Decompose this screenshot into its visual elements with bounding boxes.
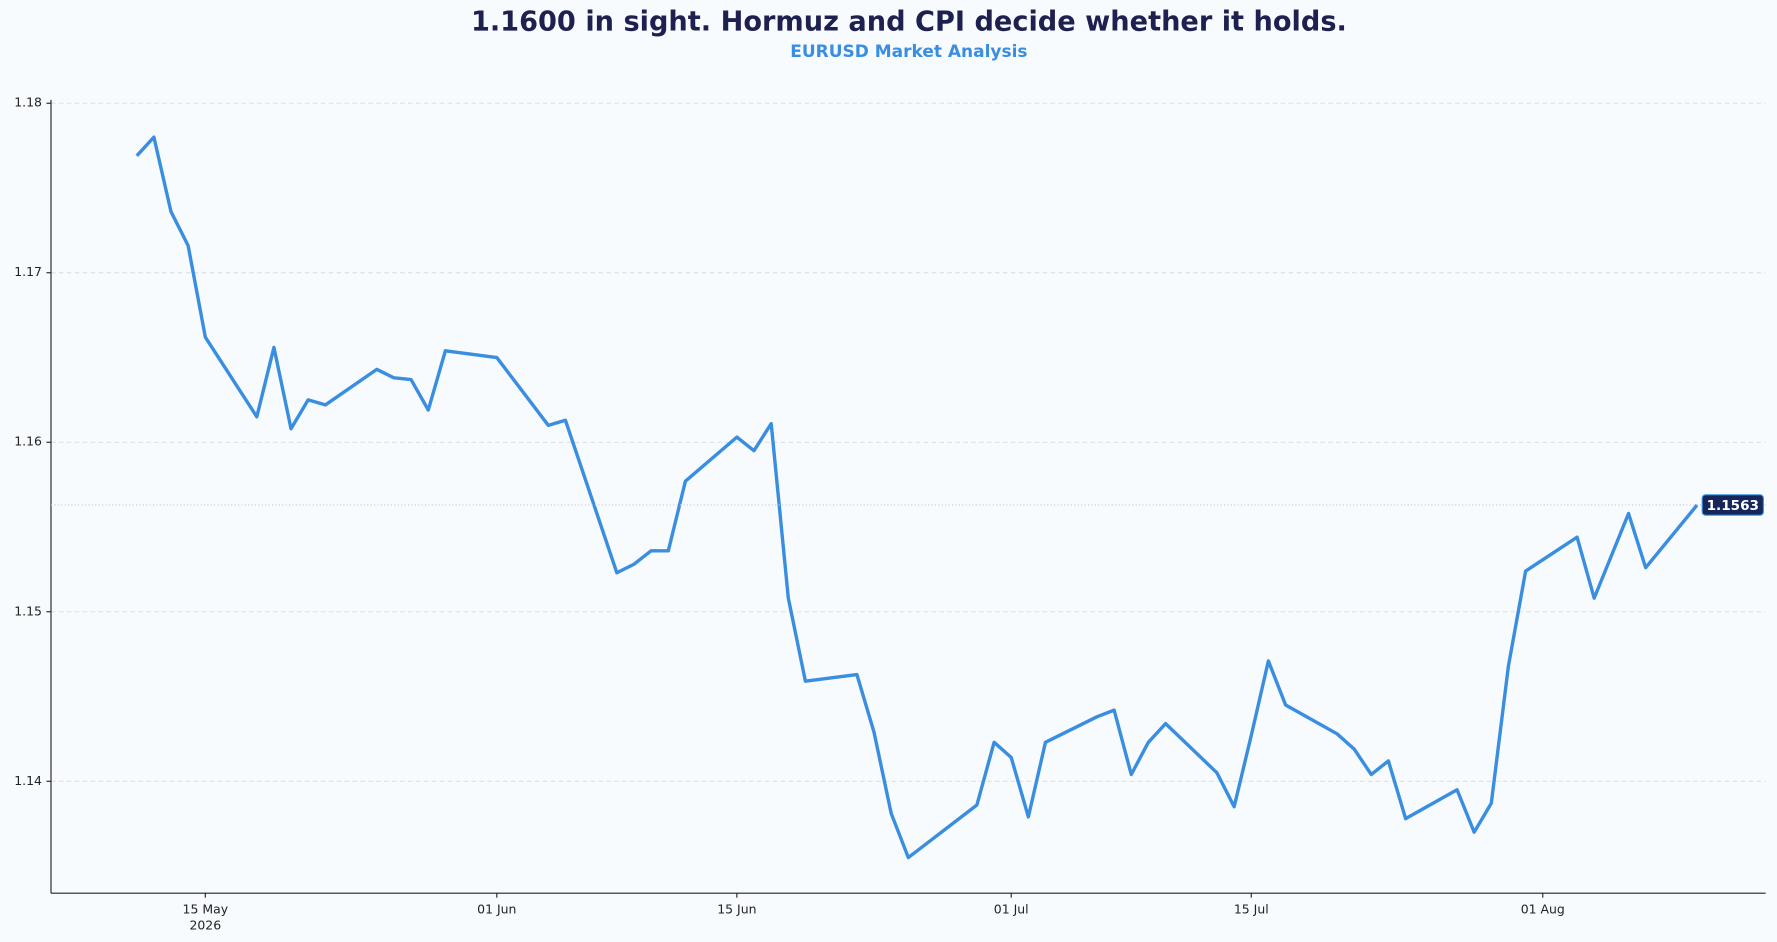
- x-tick-label: 01 Jun: [477, 902, 516, 917]
- chart-subtitle: EURUSD Market Analysis: [790, 42, 1027, 62]
- y-tick-label: 1.17: [14, 264, 42, 279]
- last-value-label: 1.1563: [1707, 498, 1759, 514]
- x-offset-label: 2026: [189, 918, 221, 933]
- x-tick-label: 15 May: [183, 902, 229, 917]
- chart-title: 1.1600 in sight. Hormuz and CPI decide w…: [471, 6, 1347, 37]
- price-line: [135, 135, 1699, 860]
- y-tick-label: 1.14: [14, 773, 42, 788]
- last-value-box: [1701, 494, 1764, 516]
- y-tick-label: 1.15: [14, 603, 42, 618]
- y-tick-label: 1.18: [14, 95, 42, 110]
- y-tick-label: 1.16: [14, 434, 42, 449]
- x-tick-label: 01 Aug: [1521, 902, 1565, 917]
- x-tick-label: 15 Jul: [1234, 902, 1269, 917]
- x-tick-label: 01 Jul: [994, 902, 1029, 917]
- x-tick-label: 15 Jun: [717, 902, 756, 917]
